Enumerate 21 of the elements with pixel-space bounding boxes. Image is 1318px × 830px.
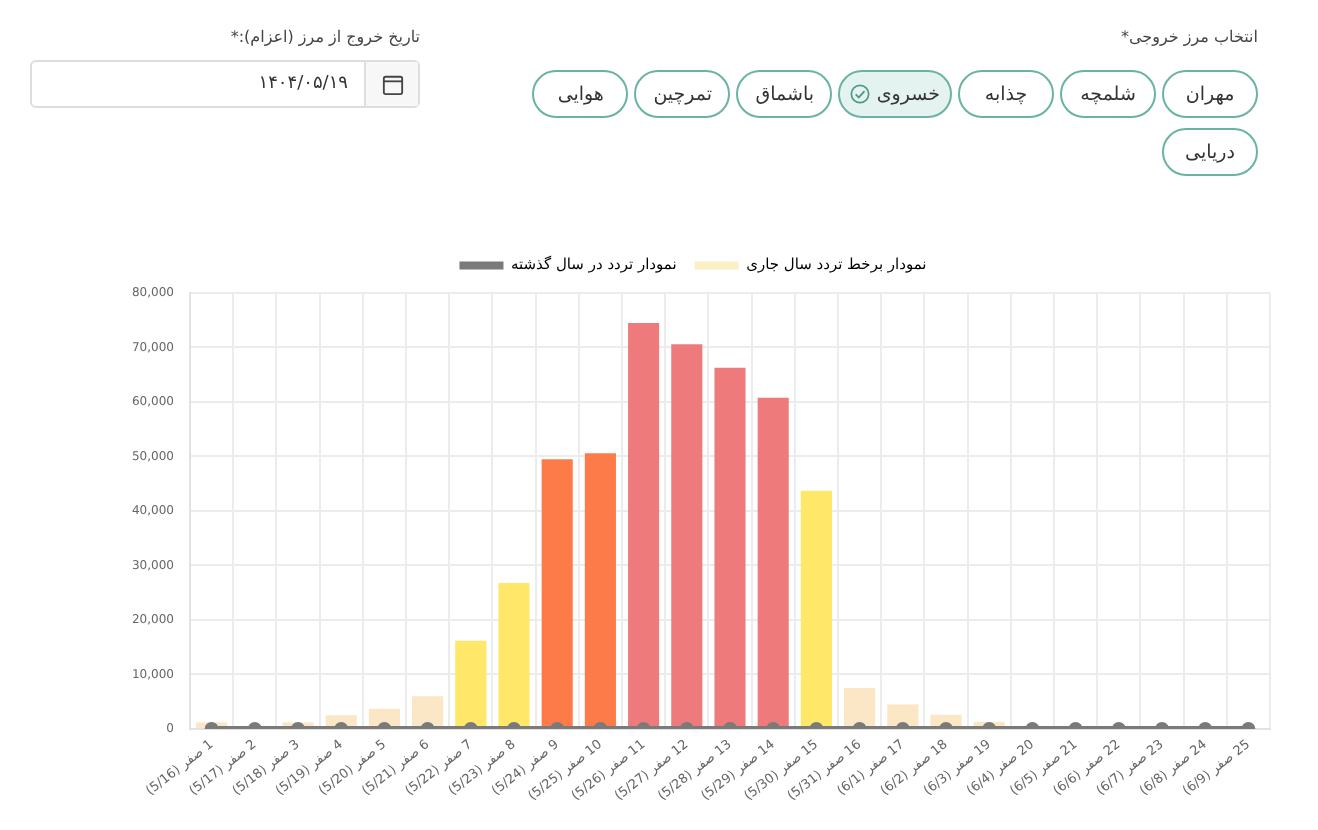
text: خسروی [876, 83, 940, 105]
bar [714, 367, 746, 728]
bar [757, 397, 789, 728]
bar [498, 582, 530, 728]
text: دریایی [1185, 141, 1235, 163]
text: شلمچه [1080, 83, 1136, 105]
bar [455, 640, 487, 728]
bar [584, 453, 616, 728]
bar [844, 688, 876, 728]
date-field: ۱۴۰۴/۰۵/۱۹ [30, 60, 420, 108]
bar [628, 322, 660, 728]
text: باشماق [755, 83, 815, 105]
text: انتخاب مرز خروجی* [1121, 28, 1258, 46]
bar [800, 490, 832, 728]
bar [541, 459, 573, 728]
text: مهران [1185, 83, 1235, 105]
text: هوایی [557, 83, 604, 105]
text: چذابه [984, 83, 1028, 105]
text: تاریخ خروج از مرز (اعزام):* [230, 28, 420, 46]
text: تمرچین [653, 83, 713, 105]
bar [671, 344, 703, 728]
